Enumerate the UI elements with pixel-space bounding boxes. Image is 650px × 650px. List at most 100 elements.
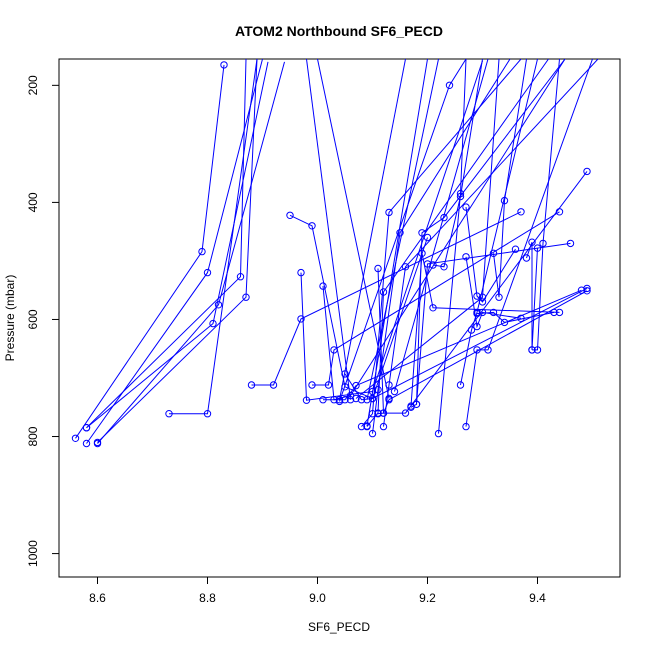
series-line: [323, 289, 582, 401]
data-point: [412, 400, 421, 408]
series-line: [383, 59, 599, 427]
series-line: [432, 59, 483, 268]
data-point: [363, 422, 371, 430]
data-point: [434, 429, 443, 438]
series-line: [317, 59, 390, 399]
series-line: [532, 59, 560, 351]
data-point: [418, 229, 426, 237]
series-line: [355, 59, 500, 399]
data-point: [478, 293, 487, 301]
data-point: [82, 424, 91, 432]
y-tick-label: 200: [26, 75, 40, 95]
data-point: [456, 192, 465, 201]
data-point: [456, 381, 465, 389]
series-line: [339, 59, 467, 402]
data-point: [550, 308, 558, 317]
data-point: [462, 422, 470, 431]
x-tick-label: 9.0: [309, 591, 326, 605]
data-point: [297, 315, 305, 323]
x-tick-label: 8.8: [199, 591, 216, 605]
data-point: [368, 429, 377, 438]
series-line: [493, 59, 527, 298]
x-tick-label: 9.2: [419, 591, 436, 605]
data-point: [555, 308, 564, 317]
data-point: [500, 196, 509, 205]
data-point: [401, 263, 410, 271]
data-point: [517, 208, 525, 216]
data-point: [566, 239, 575, 248]
data-point: [374, 264, 382, 273]
data-point: [324, 381, 333, 389]
series-line: [97, 61, 285, 444]
data-point: [396, 229, 404, 237]
data-point: [352, 394, 360, 403]
data-point: [374, 410, 382, 418]
data-point: [385, 394, 393, 403]
data-point: [203, 268, 212, 277]
data-point: [583, 167, 591, 176]
series-line: [306, 59, 351, 400]
data-point: [533, 346, 542, 354]
data-point: [473, 346, 481, 354]
data-point: [583, 287, 591, 295]
data-point: [346, 396, 355, 404]
data-point: [335, 396, 344, 404]
data-point: [198, 247, 206, 256]
data-point: [82, 439, 91, 448]
y-axis: 200 400 600 800 1000: [26, 75, 59, 567]
x-tick-label: 8.6: [89, 591, 106, 605]
data-point: [242, 293, 250, 301]
data-point: [302, 396, 311, 404]
data-point: [71, 434, 80, 442]
data-point: [495, 293, 503, 301]
data-point: [489, 249, 498, 258]
data-point: [511, 245, 520, 253]
data-point: [401, 409, 410, 417]
series-line: [339, 59, 406, 400]
data-point: [319, 396, 327, 404]
data-point: [374, 386, 382, 394]
data-point: [473, 322, 481, 331]
data-point: [423, 233, 432, 242]
data-point: [462, 203, 470, 211]
x-axis: 8.6 8.8 9.0 9.2 9.4: [89, 577, 546, 605]
data-point: [93, 438, 102, 447]
data-point: [390, 387, 399, 396]
data-point: [484, 346, 492, 354]
data-point: [418, 249, 426, 258]
data-point: [308, 381, 316, 389]
data-point: [165, 410, 173, 418]
series-line: [251, 211, 522, 386]
series-line: [526, 242, 538, 350]
data-point: [539, 239, 547, 248]
data-point: [203, 410, 212, 418]
y-tick-label: 800: [26, 426, 40, 446]
data-point: [379, 288, 388, 296]
data-point: [209, 319, 217, 328]
data-point: [385, 208, 393, 217]
data-point: [467, 326, 476, 334]
data-point: [286, 211, 294, 220]
data-point: [445, 81, 454, 90]
chart-title: ATOM2 Northbound SF6_PECD: [235, 23, 443, 39]
series-line: [416, 59, 566, 405]
data-point: [330, 346, 338, 354]
data-point: [489, 308, 498, 317]
data-point: [357, 422, 366, 431]
data-point: [357, 396, 366, 404]
series-line: [312, 211, 560, 386]
series-line: [366, 59, 439, 400]
data-point: [214, 301, 223, 309]
y-tick-label: 1000: [26, 540, 40, 567]
series-line: [465, 256, 522, 329]
data-point: [528, 346, 536, 354]
series-line: [465, 59, 593, 427]
data-point: [247, 381, 256, 389]
series-line: [361, 59, 522, 427]
data-point: [462, 253, 470, 261]
data-point: [236, 273, 245, 281]
series-group: [71, 59, 599, 448]
data-point: [522, 254, 531, 262]
y-tick-label: 600: [26, 309, 40, 329]
